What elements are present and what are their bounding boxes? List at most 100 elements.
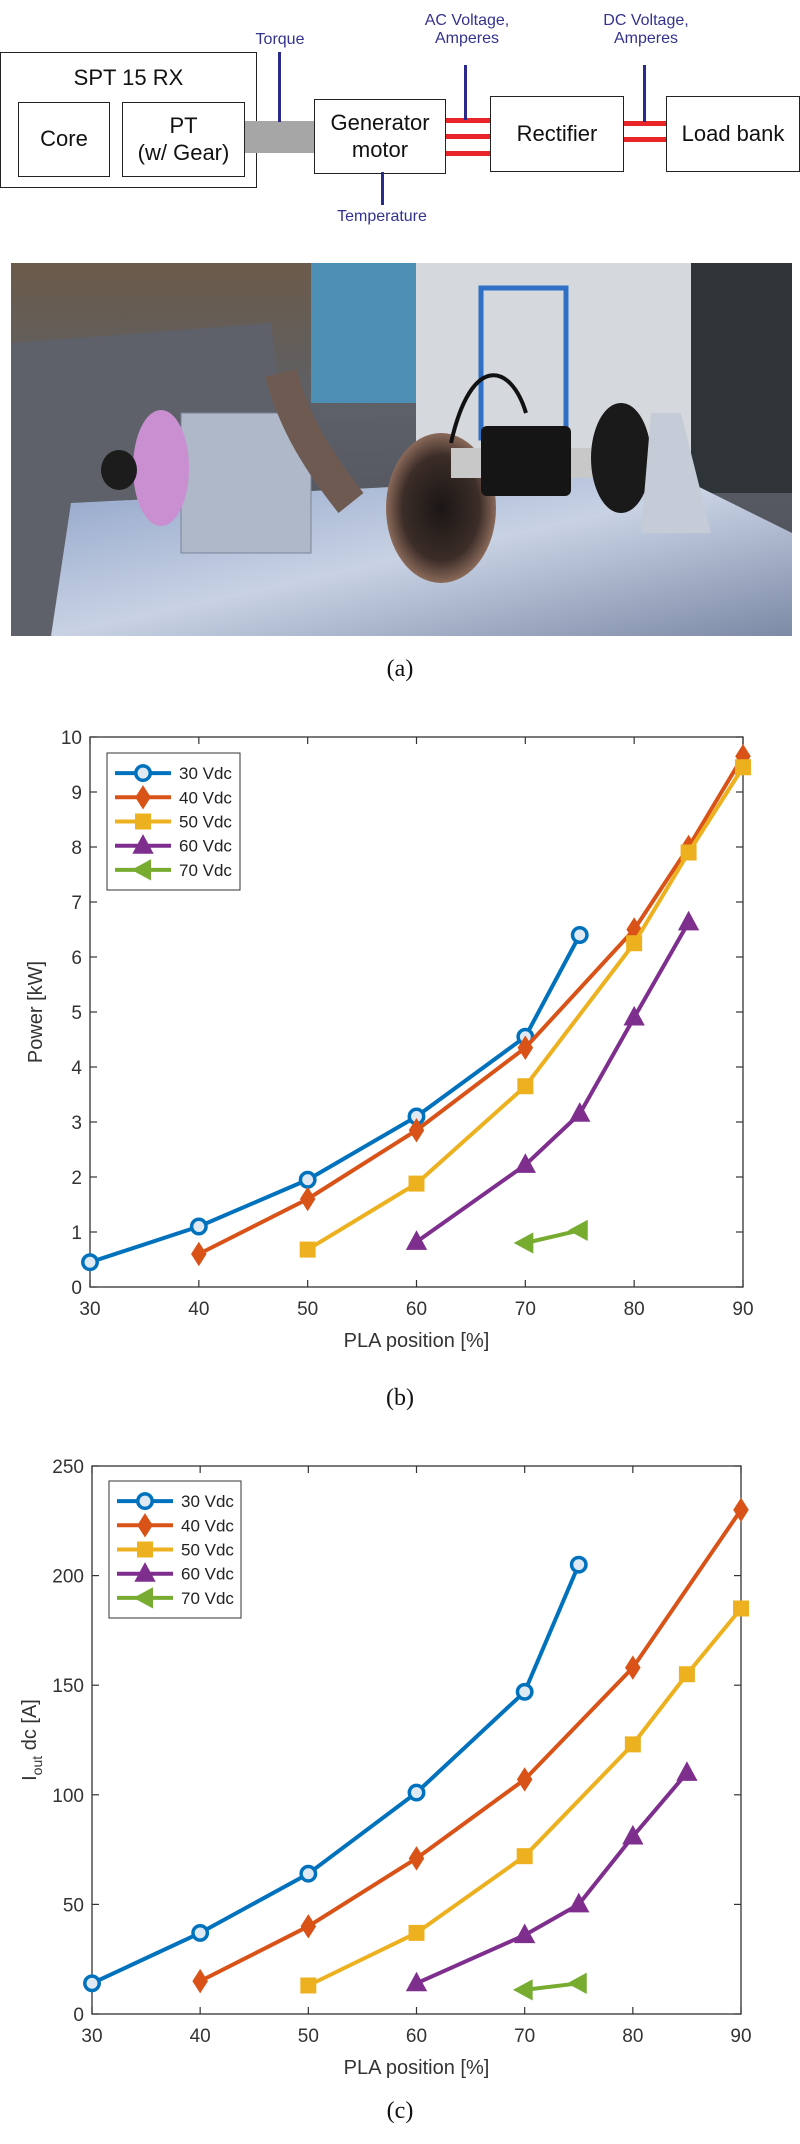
photo-cable	[449, 373, 528, 444]
data-point	[733, 1600, 749, 1617]
data-point	[569, 1555, 588, 1574]
legend-marker	[135, 785, 151, 810]
data-point	[408, 1175, 425, 1192]
ac-wire-1	[446, 118, 490, 123]
data-point	[191, 1241, 207, 1267]
series-60-vdc	[405, 1761, 698, 1992]
photo-building-door	[691, 263, 792, 493]
data-point	[408, 1118, 425, 1143]
data-point	[298, 1170, 317, 1189]
ac-label-line2: Amperes	[434, 30, 500, 48]
legend: 30 Vdc 40 Vdc 50 Vdc 60 Vdc 70 Vdc	[106, 752, 241, 891]
data-point	[192, 1968, 208, 1994]
legend-label: 50 Vdc	[179, 813, 232, 832]
temperature-label: Temperature	[337, 208, 427, 225]
x-tick-label: 80	[622, 2026, 643, 2047]
ac-wire-3	[446, 151, 490, 156]
data-point	[680, 844, 697, 861]
legend-marker	[135, 813, 151, 830]
spt-15-rx-label: SPT 15 RX	[73, 65, 184, 90]
data-point	[189, 1217, 208, 1236]
generator-label: Generator	[330, 110, 430, 136]
ac-sensor-line	[464, 65, 467, 120]
data-point	[405, 1230, 428, 1250]
y-tick-label: 0	[73, 2005, 84, 2026]
photo-blue-tank	[311, 263, 416, 403]
dc-label-line2: Amperes	[613, 30, 679, 48]
photo-coupling	[451, 448, 481, 478]
y-tick-label: 0	[71, 1278, 82, 1299]
y-tick-label: 150	[52, 1676, 84, 1697]
data-point	[568, 1219, 588, 1242]
series-line	[306, 766, 745, 1252]
legend-label: 40 Vdc	[181, 1516, 234, 1535]
y-tick-label: 250	[52, 1457, 84, 1478]
x-tick-label: 50	[297, 1299, 318, 1320]
legend-label: 70 Vdc	[181, 1589, 234, 1608]
rectifier-box: Rectifier	[490, 96, 624, 172]
power-chart: 30 40 50 60 70 80 90 0 1 2 3 4 5 6 7 8 9 10 PLA position […	[25, 728, 754, 1352]
core-box: Core	[18, 102, 110, 177]
y-tick-label: 10	[61, 728, 82, 749]
data-point	[513, 1232, 534, 1254]
temperature-sensor-line	[381, 172, 384, 205]
y-tick-label: 8	[71, 838, 82, 859]
data-point	[407, 1783, 426, 1802]
legend-marker	[137, 1541, 153, 1558]
data-point	[300, 1977, 317, 1994]
x-tick-label: 50	[298, 2026, 319, 2047]
photo-torque-sensor	[481, 426, 571, 496]
load-bank-label: Load bank	[681, 120, 785, 146]
legend: 30 Vdc 40 Vdc 50 Vdc 60 Vdc 70 Vdc	[108, 1480, 242, 1619]
legend-marker	[134, 764, 152, 783]
torque-sensor-line	[278, 52, 281, 122]
legend-label: 50 Vdc	[181, 1541, 234, 1560]
rectifier-label: Rectifier	[516, 120, 598, 146]
data-point	[517, 1035, 534, 1060]
data-point	[513, 1979, 533, 2001]
y-axis-label: Iout dc [A]	[19, 1699, 45, 1781]
test-rig-photo	[11, 263, 792, 636]
legend-label: 60 Vdc	[179, 837, 232, 856]
y-tick-label: 4	[71, 1058, 82, 1079]
torque-label: Torque	[255, 31, 305, 48]
legend-marker	[132, 834, 154, 854]
y-tick-label: 100	[52, 1786, 84, 1807]
y-tick-label: 1	[71, 1223, 82, 1244]
data-point	[299, 1186, 316, 1212]
series-line	[199, 1508, 743, 1983]
data-point	[514, 1153, 536, 1173]
legend-label: 30 Vdc	[181, 1492, 234, 1511]
data-point	[83, 1974, 101, 1993]
legend-marker	[131, 859, 151, 881]
series-line	[91, 1563, 581, 1986]
y-tick-label: 50	[63, 1895, 84, 1916]
dc-label-line1: DC Voltage,	[603, 12, 689, 29]
dc-voltage-amperes-label: DC Voltage, Amperes	[603, 12, 688, 49]
data-point	[515, 1682, 534, 1701]
data-point	[625, 1655, 641, 1680]
data-point	[300, 1914, 317, 1939]
data-point	[516, 1848, 533, 1865]
series-50-vdc	[300, 1600, 749, 1994]
data-point	[623, 1005, 645, 1026]
pt-label: PT	[169, 113, 198, 139]
data-point	[517, 1078, 534, 1095]
data-point	[733, 1497, 749, 1523]
x-tick-label: 70	[515, 1299, 536, 1320]
dc-sensor-line	[643, 65, 646, 122]
data-point	[677, 910, 700, 931]
series-40-vdc	[192, 1497, 749, 1994]
x-tick-label: 40	[190, 2026, 211, 2047]
pt-gear-label: (w/ Gear)	[137, 139, 230, 165]
data-point	[191, 1923, 210, 1942]
data-point	[735, 759, 751, 776]
core-label: Core	[40, 126, 88, 152]
photo-exhaust-hose	[265, 368, 364, 513]
legend-marker	[134, 1562, 156, 1582]
data-point	[567, 1972, 587, 1994]
data-point	[624, 1736, 641, 1753]
load-bank-box: Load bank	[666, 96, 800, 172]
data-point	[678, 1666, 695, 1683]
x-axis-label: PLA position [%]	[344, 1330, 490, 1352]
